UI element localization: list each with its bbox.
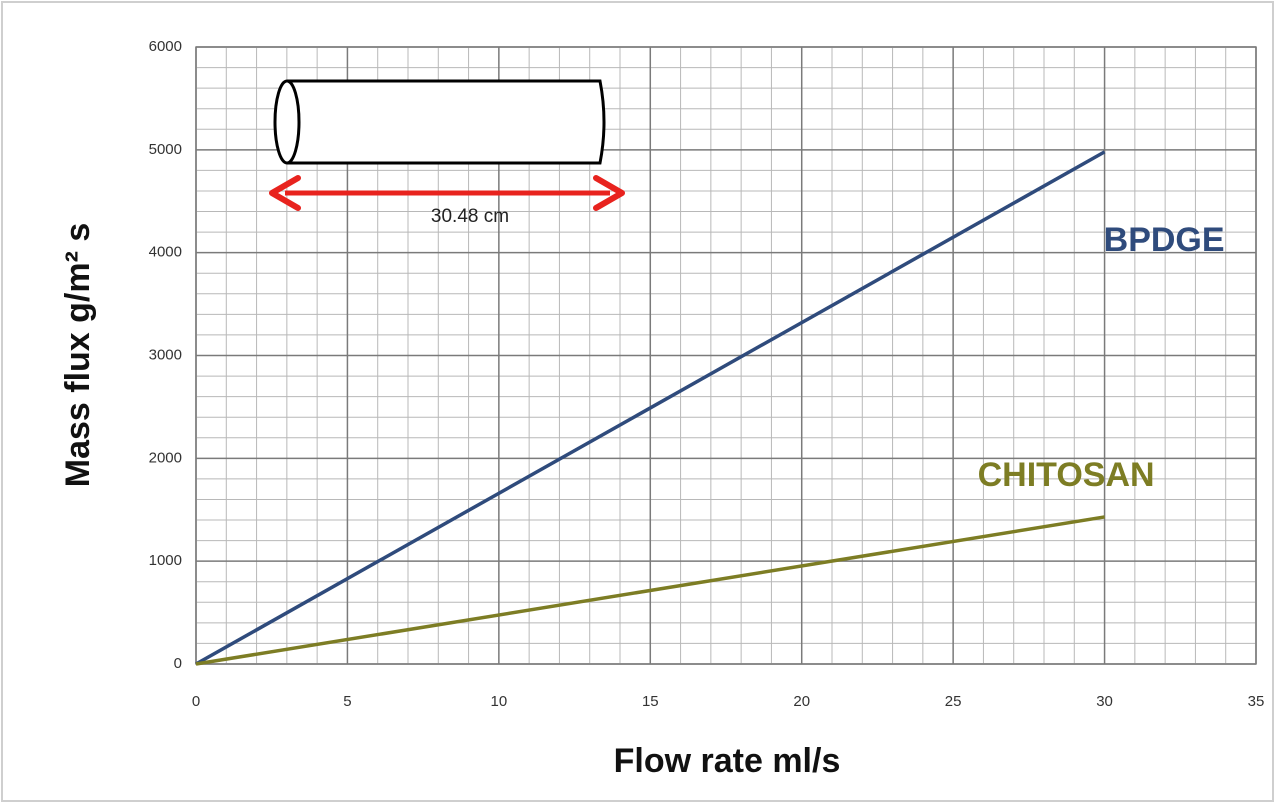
x-tick-label: 35 bbox=[1248, 693, 1265, 710]
series-line bbox=[195, 515, 1105, 666]
series-label: CHITOSAN bbox=[978, 456, 1155, 494]
cylinder-end bbox=[273, 79, 301, 165]
y-tick-label: 5000 bbox=[149, 141, 182, 158]
y-tick-label: 6000 bbox=[149, 38, 182, 55]
x-tick-label: 10 bbox=[491, 693, 508, 710]
cylinder-diagram: 30.48 cm bbox=[269, 79, 625, 227]
x-tick-label: 30 bbox=[1096, 693, 1113, 710]
series-line bbox=[195, 150, 1106, 666]
x-tick-label: 5 bbox=[343, 693, 351, 710]
x-axis-title: Flow rate ml/s bbox=[614, 742, 841, 780]
plot: BPDGE CHITOSAN bbox=[195, 150, 1225, 666]
y-tick-label: 0 bbox=[174, 655, 182, 672]
annotation: 30.48 cm bbox=[431, 206, 509, 227]
y-tick-label: 4000 bbox=[149, 244, 182, 261]
y-axis-title: Mass flux g/m² s bbox=[59, 223, 97, 488]
x-tick-label: 20 bbox=[793, 693, 810, 710]
y-tick-label: 3000 bbox=[149, 346, 182, 363]
series-label: BPDGE bbox=[1104, 221, 1225, 259]
cylinder-body bbox=[287, 79, 606, 165]
arrow-heads bbox=[269, 175, 625, 211]
x-tick-label: 0 bbox=[192, 693, 200, 710]
x-tick-label: 15 bbox=[642, 693, 659, 710]
y-tick-label: 1000 bbox=[149, 552, 182, 569]
x-tick-label: 25 bbox=[945, 693, 962, 710]
y-tick-label: 2000 bbox=[149, 449, 182, 466]
